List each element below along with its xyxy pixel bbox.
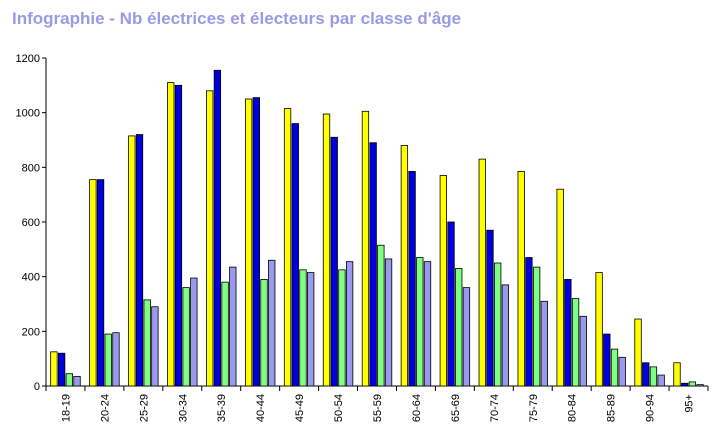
bar [579, 315, 587, 387]
bar [384, 258, 393, 387]
x-axis: 18-19 20-24 25-29 30-34 35-39 40-44 45-49 50-54… [45, 385, 709, 422]
x-tick-label: 75-79 [528, 394, 540, 422]
bar [681, 382, 689, 387]
bar [167, 82, 175, 387]
bar [112, 332, 120, 387]
x-tick-label: 18-19 [60, 394, 72, 422]
bar [618, 356, 626, 387]
bar [696, 384, 704, 387]
bar [447, 221, 455, 387]
x-tick-label: 95+ [684, 394, 696, 413]
x-tick-label: 35-39 [216, 394, 228, 422]
y-tick-label: 800 [22, 162, 40, 174]
chart-title: Infographie - Nb électrices et électeurs… [12, 9, 462, 28]
bar [595, 272, 603, 387]
bar [603, 333, 611, 387]
bar [439, 175, 447, 387]
bars [50, 69, 704, 387]
bar [657, 374, 665, 387]
x-tick-label: 40-44 [255, 394, 267, 422]
bar [330, 136, 338, 387]
bar [649, 366, 658, 387]
bar [345, 261, 354, 387]
y-tick-label: 1000 [16, 108, 40, 120]
bar [494, 262, 502, 387]
x-tick-label: 60-64 [411, 394, 423, 422]
bar [174, 84, 183, 387]
y-tick-label: 0 [34, 381, 40, 393]
x-tick-label: 70-74 [489, 394, 501, 422]
bar [571, 298, 580, 387]
x-tick-label: 25-29 [138, 394, 150, 422]
bar [517, 171, 525, 387]
bar [89, 179, 97, 387]
bar [556, 188, 564, 387]
bar [57, 352, 66, 387]
x-tick-label: 50-54 [333, 394, 345, 422]
bar [307, 272, 315, 387]
bar [540, 300, 548, 387]
x-tick-label: 90-94 [645, 394, 657, 422]
bar [50, 351, 58, 387]
bar [128, 135, 136, 387]
bar [408, 171, 416, 387]
bar [190, 277, 198, 387]
bar [96, 179, 105, 387]
bar [182, 287, 190, 387]
y-tick-label: 400 [22, 272, 40, 284]
bar [221, 281, 229, 387]
bar [291, 123, 299, 387]
bar [532, 266, 541, 387]
bar [361, 110, 370, 387]
bar [501, 284, 510, 387]
bar [268, 259, 276, 387]
bar [322, 113, 331, 387]
bar [610, 348, 619, 387]
x-tick-label: 80-84 [567, 394, 579, 422]
bar [299, 269, 307, 387]
bar [377, 244, 385, 387]
y-tick-label: 200 [22, 326, 40, 338]
bar [688, 381, 697, 387]
bar [400, 145, 409, 387]
bar [206, 90, 214, 387]
bar [229, 266, 237, 387]
bar [369, 142, 377, 387]
bar [283, 108, 292, 387]
bar [135, 134, 144, 387]
y-tick-label: 600 [22, 217, 40, 229]
bar [151, 306, 159, 387]
bar [244, 98, 253, 387]
x-tick-label: 20-24 [99, 394, 111, 422]
bar [73, 376, 81, 387]
bar [213, 69, 222, 387]
x-tick-label: 55-59 [372, 394, 384, 422]
bar [423, 261, 432, 387]
bar [65, 373, 73, 387]
bar [252, 97, 260, 387]
bar [338, 269, 346, 387]
x-tick-label: 30-34 [177, 394, 189, 422]
bar [634, 318, 642, 387]
bar [486, 229, 494, 387]
bar [143, 299, 151, 387]
bar [260, 278, 268, 387]
bar [564, 278, 572, 387]
bar [642, 362, 650, 387]
bar [525, 257, 533, 387]
bar [462, 287, 471, 387]
bar [455, 268, 463, 387]
bar [104, 333, 112, 387]
y-tick-label: 1200 [16, 53, 40, 65]
x-tick-label: 85-89 [606, 394, 618, 422]
bar [416, 257, 424, 387]
y-axis: 0 200 400 600 800 1000 1200 [16, 53, 47, 393]
bar [478, 158, 486, 387]
x-tick-label: 45-49 [294, 394, 306, 422]
x-tick-label: 65-69 [450, 394, 462, 422]
bar [673, 362, 681, 387]
